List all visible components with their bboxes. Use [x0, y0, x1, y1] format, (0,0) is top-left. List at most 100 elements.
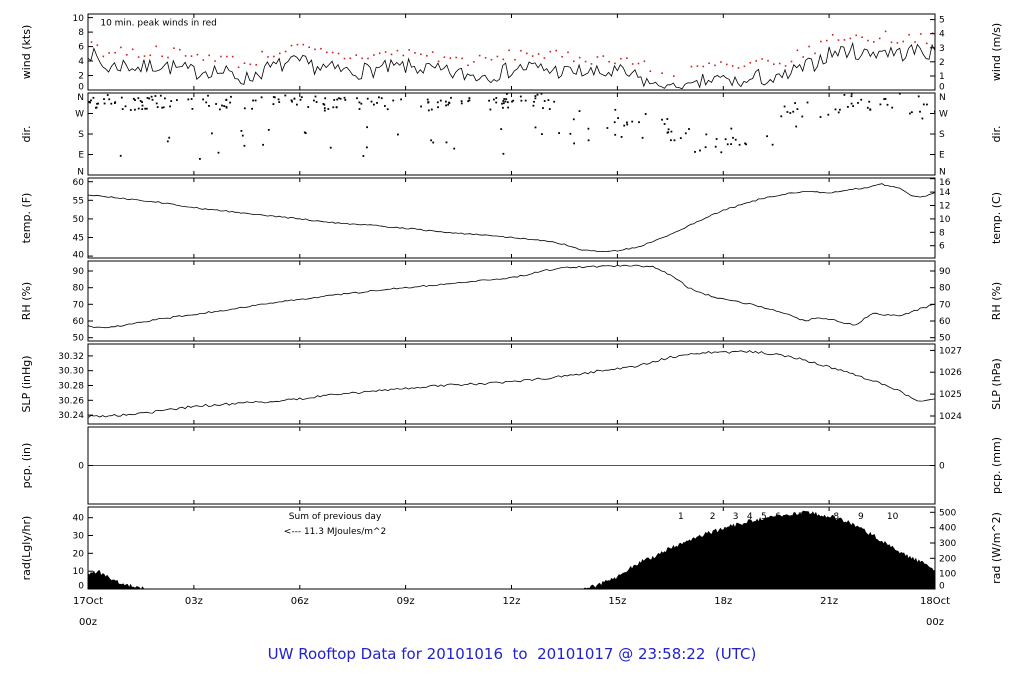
wind-dir-point	[272, 103, 275, 105]
left-axis-label: rad(Lgly/hr)	[20, 516, 33, 581]
peak-wind-marker	[773, 63, 775, 65]
left-tick-label: 30.26	[58, 396, 84, 406]
rad-hour-marker: 3	[733, 512, 739, 522]
wind-dir-point	[300, 96, 303, 99]
wind-dir-point	[839, 108, 841, 111]
peak-wind-marker	[878, 37, 881, 40]
peak-wind-marker	[490, 58, 493, 61]
wind-dir-point	[661, 118, 663, 121]
wind-dir-point	[202, 98, 204, 101]
dir-series-group	[88, 93, 935, 160]
x-axis-label: 09z	[397, 596, 415, 607]
wind-dir-point	[277, 98, 280, 101]
peak-wind-marker	[926, 42, 928, 45]
wind-dir-point	[439, 99, 442, 102]
right-tick-label: 400	[939, 524, 956, 534]
wind-dir-point	[673, 139, 676, 142]
wind-dir-point	[789, 112, 792, 114]
left-tick-label: 0	[78, 83, 84, 93]
wind-dir-point	[120, 96, 123, 99]
right-tick-label: N	[939, 168, 946, 178]
peak-wind-marker	[484, 57, 487, 59]
wind-dir-point	[613, 121, 616, 124]
peak-wind-marker	[702, 65, 705, 68]
wind-dir-point	[370, 100, 373, 103]
wind-dir-point	[744, 142, 746, 145]
wind-dir-point	[260, 96, 263, 99]
peak-wind-marker	[643, 60, 646, 63]
wind-dir-point	[358, 108, 361, 110]
peak-wind-marker	[326, 51, 328, 54]
chart-title: UW Rooftop Data for 20101016 to 20101017…	[267, 645, 757, 663]
peak-wind-marker	[602, 55, 605, 57]
peak-wind-marker	[526, 52, 528, 55]
wind-dir-point	[852, 105, 854, 107]
peak-wind-marker	[761, 58, 763, 60]
wind-dir-point	[448, 102, 451, 104]
panel-frame	[87, 177, 936, 259]
wind-dir-point	[714, 145, 717, 148]
wind-dir-point	[715, 138, 718, 140]
right-tick-label: 500	[939, 508, 956, 518]
wind-dir-point	[620, 136, 623, 138]
right-axis-label: rad (W/m^2)	[990, 512, 1003, 584]
peak-wind-marker	[790, 60, 793, 63]
wind-dir-point	[745, 143, 747, 146]
wind-dir-point	[847, 106, 849, 108]
peak-wind-marker	[908, 33, 910, 36]
left-tick-label: W	[75, 110, 84, 120]
wind-dir-point	[626, 123, 629, 126]
peak-wind-marker	[473, 61, 475, 63]
right-tick-label: 70	[939, 300, 951, 310]
wind-dir-point	[850, 102, 853, 105]
right-tick-label: 8	[939, 228, 945, 238]
wind-dir-point	[506, 93, 508, 95]
peak-wind-marker	[755, 60, 757, 62]
wind-dir-point	[533, 100, 535, 103]
wind-dir-point	[468, 97, 471, 99]
wind-dir-point	[641, 136, 644, 139]
peak-wind-marker	[179, 48, 181, 51]
wind-dir-point	[850, 95, 853, 97]
peak-wind-marker	[320, 47, 322, 50]
peak-wind-marker	[884, 30, 887, 33]
wind-dir-point	[240, 130, 243, 132]
peak-wind-marker	[202, 59, 205, 61]
peak-wind-marker	[890, 41, 893, 44]
wind-dir-point	[512, 99, 515, 102]
left-tick-label: 8	[78, 28, 84, 38]
peak-wind-marker	[661, 72, 663, 74]
wind-dir-point	[540, 93, 543, 95]
rad-annotation: Sum of previous day	[289, 512, 382, 522]
wind-dir-point	[543, 100, 546, 102]
wind-dir-point	[926, 103, 928, 106]
wind-dir-point	[134, 108, 136, 111]
wind-dir-point	[520, 99, 523, 102]
peak-wind-marker	[196, 53, 199, 56]
x-axis-label: 12z	[503, 596, 521, 607]
wind-dir-point	[376, 102, 378, 104]
right-tick-label: 300	[939, 539, 956, 549]
peak-wind-marker	[690, 65, 693, 68]
wind-dir-point	[869, 108, 872, 111]
peak-wind-marker	[855, 34, 857, 37]
wind-dir-point	[241, 134, 244, 137]
wind-dir-point	[303, 131, 306, 134]
wind-dir-point	[795, 125, 798, 128]
wind-dir-point	[427, 101, 429, 104]
peak-wind-marker	[408, 49, 410, 51]
wind-dir-point	[631, 120, 634, 123]
peak-wind-marker	[273, 55, 275, 58]
left-tick-label: 30.32	[58, 352, 84, 362]
wind-dir-point	[254, 99, 257, 102]
wind-dir-point	[148, 97, 151, 100]
wind-dir-point	[296, 103, 298, 106]
wind-dir-point	[208, 105, 210, 107]
wind-dir-point	[106, 94, 109, 96]
left-tick-label: N	[77, 168, 84, 178]
wind-dir-point	[215, 103, 217, 105]
wind-dir-point	[806, 101, 809, 104]
wind-dir-point	[447, 103, 450, 106]
x-axis-label: 03z	[185, 596, 203, 607]
right-tick-label: 10	[939, 215, 951, 225]
